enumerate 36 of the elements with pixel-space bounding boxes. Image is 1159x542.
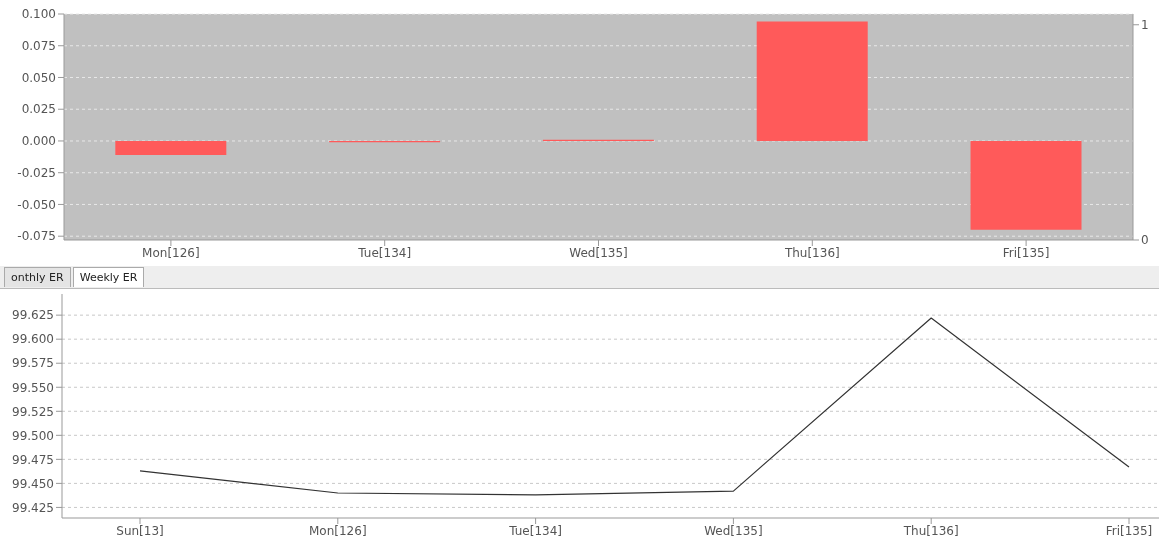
y-tick-label: 99.600 [12,332,54,347]
y-tick-label: 99.525 [12,404,54,419]
y-tick-label: 0.000 [21,134,56,149]
y2-tick-label: 1 [1141,18,1149,33]
y-tick-label: 99.475 [12,452,54,467]
x-tick-label: Tue[134] [357,245,412,260]
x-tick-label: Sun[13] [116,523,164,538]
x-tick-label: Tue[134] [508,523,562,538]
text: onthly ER [4,267,71,287]
y-tick-label: 99.550 [12,380,54,395]
line-series [139,317,1130,496]
y-tick-label: 99.450 [12,476,54,491]
x-tick-label: Fri[135] [1002,245,1050,260]
y2-tick-label: 0 [1141,233,1149,248]
y-tick-label: 0.025 [21,102,56,117]
y-tick-label: -0.025 [17,165,56,180]
x-tick-label: Mon[126] [309,523,367,538]
y-tick-label: -0.050 [17,197,56,212]
x-tick-label: Fri[135] [1105,523,1153,538]
y-tick-label: 99.500 [12,428,54,443]
y-tick-label: 99.575 [12,356,54,371]
x-tick-label: Thu[136] [902,523,959,538]
bar [756,21,868,141]
y-tick-label: -0.075 [17,229,56,244]
y-tick-label: 0.100 [21,7,56,22]
x-tick-label: Mon[126] [142,245,200,260]
text: Weekly ER [72,267,145,287]
bar [970,140,1082,230]
y-tick-label: 99.625 [12,308,54,323]
x-tick-label: Wed[135] [704,523,763,538]
y-tick-label: 0.050 [21,70,56,85]
x-tick-label: Wed[135] [569,245,628,260]
y-tick-label: 99.425 [12,500,54,515]
y-tick-label: 0.075 [21,39,56,53]
bar [115,140,227,155]
x-tick-label: Thu[136] [783,245,840,260]
